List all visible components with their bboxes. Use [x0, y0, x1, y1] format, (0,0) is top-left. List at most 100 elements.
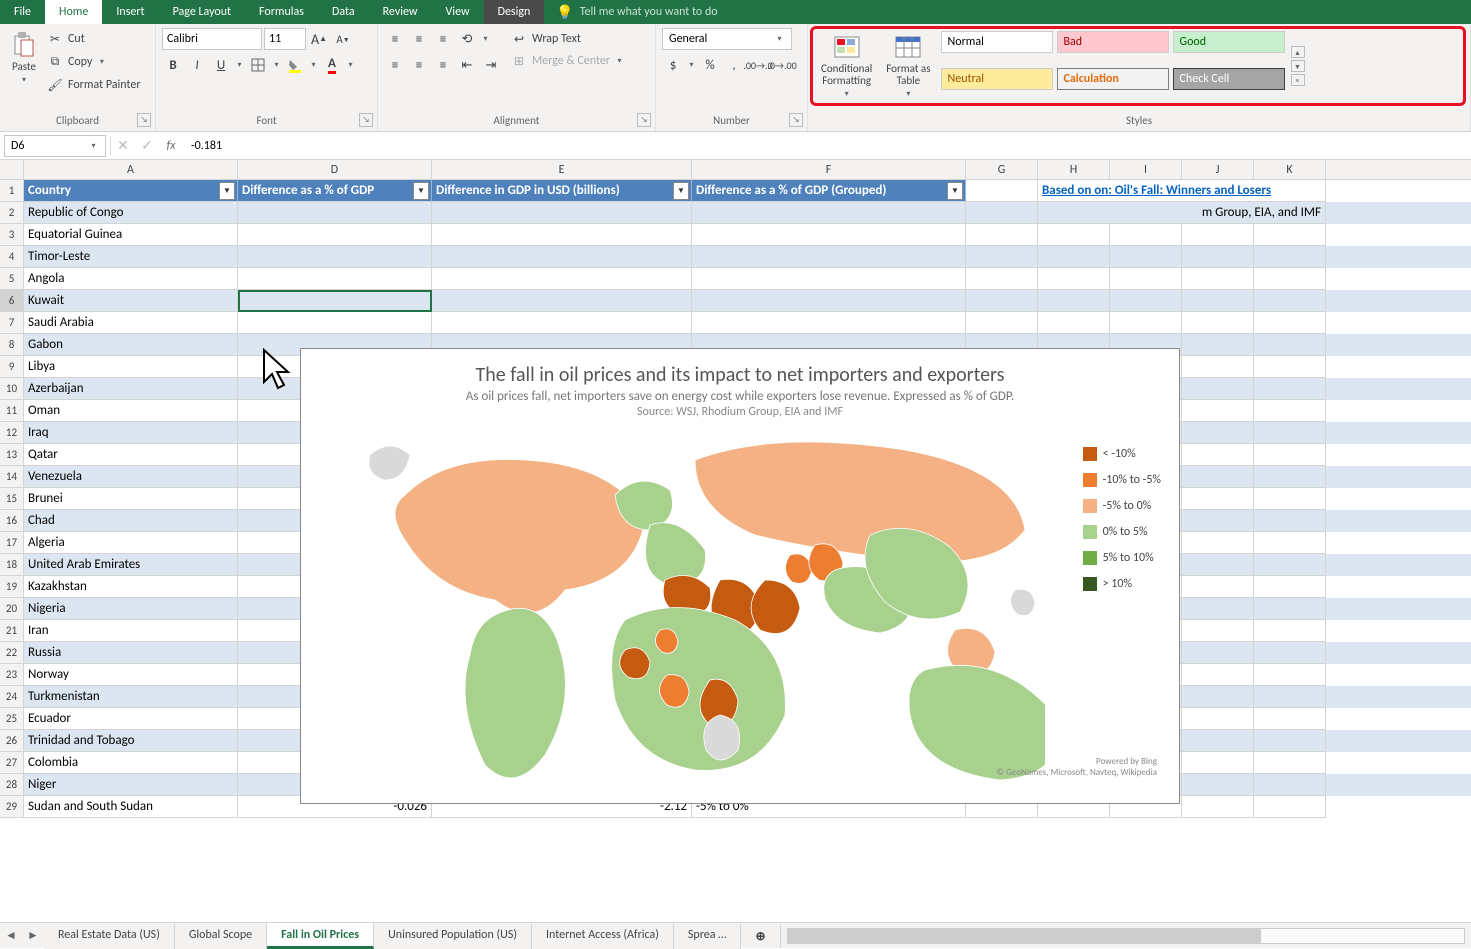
borders-button[interactable] — [247, 54, 269, 76]
dialog-launcher-icon[interactable]: ↘ — [359, 113, 373, 127]
filter-dropdown-icon[interactable]: ▼ — [219, 182, 235, 200]
font-color-button[interactable]: A — [321, 54, 343, 76]
tab-design[interactable]: Design — [484, 0, 545, 24]
enter-formula-icon[interactable]: ✓ — [135, 137, 159, 154]
row-header[interactable]: 18 — [0, 554, 24, 576]
copy-button[interactable]: ⧉Copy▾ — [46, 51, 141, 73]
sheet-tab[interactable]: Fall in Oil Prices — [267, 923, 374, 949]
row-header[interactable]: 22 — [0, 642, 24, 664]
decrease-font-icon[interactable]: A▼ — [332, 28, 354, 50]
number-format-select[interactable]: General▾ — [662, 28, 792, 50]
wrap-text-button[interactable]: ↩Wrap Text — [510, 28, 625, 50]
row-header[interactable]: 11 — [0, 400, 24, 422]
row-header[interactable]: 27 — [0, 752, 24, 774]
column-header-A[interactable]: A — [24, 160, 238, 179]
add-sheet-button[interactable]: ⊕ — [741, 924, 780, 948]
column-header-F[interactable]: F — [692, 160, 966, 179]
table-row[interactable]: 6Kuwait — [0, 290, 1471, 312]
row-header[interactable]: 16 — [0, 510, 24, 532]
align-bottom-button[interactable]: ≡ — [432, 28, 454, 50]
sheet-tab[interactable]: Sprea … — [674, 923, 742, 949]
header-diff-grouped[interactable]: Difference as a % of GDP (Grouped)▼ — [692, 180, 966, 202]
underline-button[interactable]: U — [210, 54, 232, 76]
orientation-button[interactable]: ⟲ — [456, 28, 478, 50]
row-header[interactable]: 3 — [0, 224, 24, 246]
filter-dropdown-icon[interactable]: ▼ — [413, 182, 429, 200]
sheet-nav-next-icon[interactable]: ► — [22, 928, 44, 943]
sheet-tab[interactable]: Internet Access (Africa) — [532, 923, 674, 949]
font-size-select[interactable] — [264, 28, 306, 50]
row-header[interactable]: 10 — [0, 378, 24, 400]
row-header[interactable]: 26 — [0, 730, 24, 752]
insert-function-icon[interactable]: fx — [159, 139, 183, 153]
row-header[interactable]: 1 — [0, 180, 24, 202]
row-header[interactable]: 20 — [0, 598, 24, 620]
font-name-select[interactable] — [162, 28, 262, 50]
header-diff-usd[interactable]: Difference in GDP in USD (billions)▼ — [432, 180, 692, 202]
format-painter-button[interactable]: 🖌Format Painter — [46, 74, 141, 96]
align-center-button[interactable]: ≡ — [408, 54, 430, 76]
row-header[interactable]: 29 — [0, 796, 24, 818]
filter-dropdown-icon[interactable]: ▼ — [947, 182, 963, 200]
table-row[interactable]: 4Timor-Leste — [0, 246, 1471, 268]
tell-me-search[interactable]: 💡 Tell me what you want to do — [544, 0, 729, 24]
row-header[interactable]: 17 — [0, 532, 24, 554]
dialog-launcher-icon[interactable]: ↘ — [637, 113, 651, 127]
formula-input[interactable] — [183, 135, 1471, 157]
bold-button[interactable]: B — [162, 54, 184, 76]
format-as-table-button[interactable]: Format asTable▾ — [882, 31, 934, 101]
styles-more-icon[interactable]: ≡ — [1291, 74, 1305, 86]
tab-formulas[interactable]: Formulas — [245, 0, 318, 24]
column-header-J[interactable]: J — [1182, 160, 1254, 179]
styles-scroll-down-icon[interactable]: ▼ — [1291, 60, 1305, 72]
row-header[interactable]: 24 — [0, 686, 24, 708]
fill-color-button[interactable] — [284, 54, 306, 76]
comma-format-button[interactable]: , — [723, 54, 745, 76]
table-row[interactable]: 7Saudi Arabia — [0, 312, 1471, 334]
table-row[interactable]: 5Angola — [0, 268, 1471, 290]
column-header-E[interactable]: E — [432, 160, 692, 179]
cell-style-bad[interactable]: Bad — [1057, 31, 1169, 53]
cut-button[interactable]: ✂Cut — [46, 28, 141, 50]
sheet-nav-prev-icon[interactable]: ◄ — [0, 928, 22, 943]
header-country[interactable]: Country▼ — [24, 180, 238, 202]
cell-style-check-cell[interactable]: Check Cell — [1173, 68, 1285, 90]
cell-style-good[interactable]: Good — [1173, 31, 1285, 53]
row-header[interactable]: 4 — [0, 246, 24, 268]
cell-style-normal[interactable]: Normal — [941, 31, 1053, 53]
row-header[interactable]: 12 — [0, 422, 24, 444]
row-header[interactable]: 15 — [0, 488, 24, 510]
cell-style-calculation[interactable]: Calculation — [1057, 68, 1169, 90]
align-left-button[interactable]: ≡ — [384, 54, 406, 76]
increase-indent-button[interactable]: ⇥ — [480, 54, 502, 76]
increase-decimal-button[interactable]: .00→.0 — [747, 54, 769, 76]
column-header-K[interactable]: K — [1254, 160, 1326, 179]
map-chart[interactable]: The fall in oil prices and its impact to… — [300, 348, 1180, 804]
select-all-corner[interactable] — [0, 160, 24, 179]
spreadsheet-grid[interactable]: ADEFGHIJK 1Country▼Difference as a % of … — [0, 160, 1471, 860]
column-header-G[interactable]: G — [966, 160, 1038, 179]
dialog-launcher-icon[interactable]: ↘ — [789, 113, 803, 127]
sheet-tab[interactable]: Global Scope — [175, 923, 267, 949]
row-header[interactable]: 6 — [0, 290, 24, 312]
cancel-formula-icon[interactable]: ✕ — [111, 137, 135, 154]
sheet-tab[interactable]: Real Estate Data (US) — [44, 923, 175, 949]
row-header[interactable]: 23 — [0, 664, 24, 686]
row-header[interactable]: 5 — [0, 268, 24, 290]
paste-button[interactable]: Paste ▾ — [6, 28, 42, 96]
sheet-tab[interactable]: Uninsured Population (US) — [374, 923, 532, 949]
italic-button[interactable]: I — [186, 54, 208, 76]
styles-scroll-up-icon[interactable]: ▲ — [1291, 46, 1305, 58]
tab-data[interactable]: Data — [318, 0, 369, 24]
column-header-I[interactable]: I — [1110, 160, 1182, 179]
dialog-launcher-icon[interactable]: ↘ — [137, 113, 151, 127]
table-row[interactable]: 3Equatorial Guinea — [0, 224, 1471, 246]
header-diff-pct[interactable]: Difference as a % of GDP▼ — [238, 180, 432, 202]
cell-styles-gallery[interactable]: NormalBadGood NeutralCalculationCheck Cel… — [941, 31, 1285, 101]
row-header[interactable]: 19 — [0, 576, 24, 598]
conditional-formatting-button[interactable]: ConditionalFormatting▾ — [817, 31, 876, 101]
tab-review[interactable]: Review — [369, 0, 432, 24]
filter-dropdown-icon[interactable]: ▼ — [673, 182, 689, 200]
decrease-decimal-button[interactable]: .0→.00 — [771, 54, 793, 76]
cell-style-neutral[interactable]: Neutral — [941, 68, 1053, 90]
